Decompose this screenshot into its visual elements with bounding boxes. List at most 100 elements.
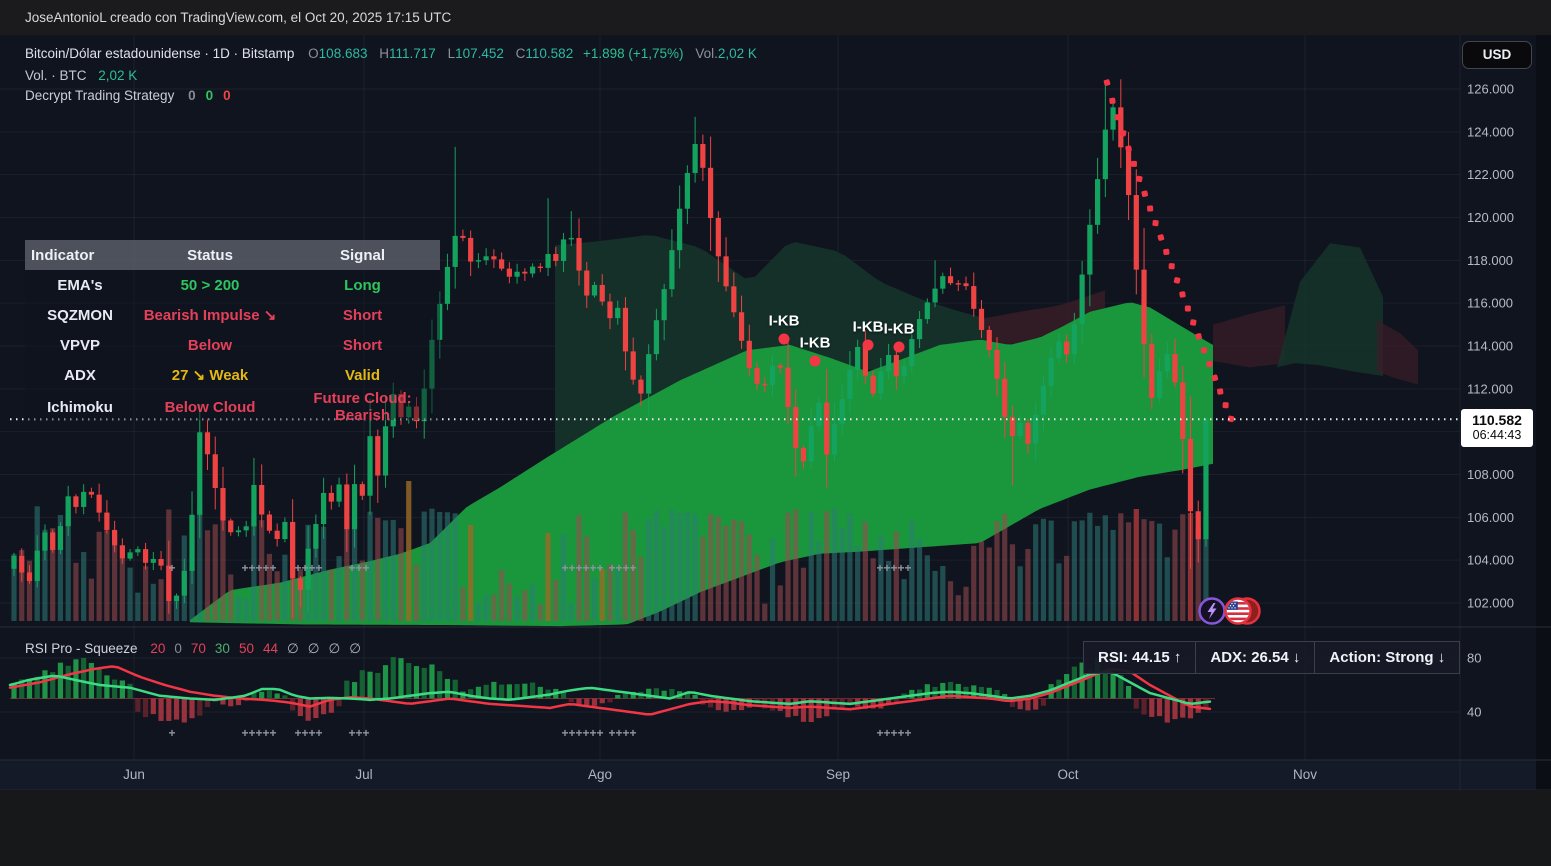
rsi-parameter: ∅ bbox=[349, 641, 362, 656]
svg-text:+: + bbox=[348, 726, 355, 740]
svg-text:+: + bbox=[608, 726, 615, 740]
indicator-table-row: EMA's 50 > 200 Long bbox=[25, 270, 440, 300]
indicator-signal: Short bbox=[342, 306, 383, 324]
us-flag-event-icon[interactable] bbox=[1223, 596, 1265, 626]
svg-text:+: + bbox=[301, 726, 308, 740]
svg-text:+: + bbox=[315, 726, 322, 740]
vol-btc-label: Vol. · BTC bbox=[25, 68, 87, 83]
svg-text:+: + bbox=[608, 561, 615, 575]
svg-text:+: + bbox=[294, 726, 301, 740]
svg-text:+: + bbox=[348, 561, 355, 575]
indicator-table-header: Indicator Status Signal bbox=[25, 240, 440, 270]
indicator-table-row: VPVP Below Short bbox=[25, 330, 440, 360]
rsi-parameter: 70 bbox=[190, 641, 206, 656]
svg-text:+: + bbox=[362, 726, 369, 740]
future-cloud-red bbox=[1213, 305, 1285, 368]
ikb-signal-label: I-KB bbox=[768, 312, 800, 330]
svg-text:+: + bbox=[561, 561, 568, 575]
window-title-bar: JoseAntonioL creado con TradingView.com,… bbox=[0, 0, 1551, 35]
svg-text:+: + bbox=[575, 561, 582, 575]
svg-text:+: + bbox=[355, 561, 362, 575]
svg-text:+: + bbox=[629, 561, 636, 575]
svg-text:122.000: 122.000 bbox=[1467, 167, 1514, 182]
svg-text:+: + bbox=[596, 561, 603, 575]
svg-text:112.000: 112.000 bbox=[1467, 381, 1513, 396]
indicator-name: SQZMON bbox=[47, 306, 113, 324]
strategy-value-2: 0 bbox=[223, 88, 231, 103]
svg-text:+: + bbox=[568, 561, 575, 575]
svg-text:+: + bbox=[883, 726, 890, 740]
svg-text:126.000: 126.000 bbox=[1467, 82, 1514, 97]
main-price-pane bbox=[11, 79, 1418, 627]
strategy-stats-badge: RSI: 44.15 ↑ ADX: 26.54 ↓ Action: Strong ↓ bbox=[1083, 641, 1461, 674]
ikb-signal-label: I-KB bbox=[799, 334, 831, 352]
symbol-title[interactable]: Bitcoin/Dólar estadounidense · 1D · Bits… bbox=[25, 46, 295, 61]
svg-text:+: + bbox=[897, 726, 904, 740]
rsi-stat: RSI: 44.15 ↑ bbox=[1098, 649, 1182, 666]
rsi-pane-legend[interactable]: RSI Pro - Squeeze 20 0 70 30 50 44 ∅ ∅ ∅ ∅ bbox=[25, 641, 379, 657]
svg-text:+: + bbox=[315, 561, 322, 575]
svg-text:+: + bbox=[248, 561, 255, 575]
adx-stat: ADX: 26.54 ↓ bbox=[1195, 642, 1314, 673]
window-title: JoseAntonioL creado con TradingView.com,… bbox=[25, 10, 452, 25]
svg-text:118.000: 118.000 bbox=[1467, 253, 1513, 268]
svg-text:+: + bbox=[622, 726, 629, 740]
chart-event-icons[interactable] bbox=[1197, 596, 1265, 626]
rsi-parameters: 20 0 70 30 50 44 ∅ ∅ ∅ ∅ bbox=[150, 641, 370, 656]
rsi-parameter: 20 bbox=[150, 641, 166, 656]
svg-text:+: + bbox=[876, 726, 883, 740]
rsi-pane-title[interactable]: RSI Pro - Squeeze bbox=[25, 641, 138, 656]
svg-text:+: + bbox=[168, 561, 175, 575]
rsi-parameter: ∅ bbox=[287, 641, 299, 656]
svg-text:+: + bbox=[301, 561, 308, 575]
rsi-pane bbox=[0, 35, 1551, 791]
rsi-parameter: 0 bbox=[174, 641, 182, 656]
indicator-status: 27 ↘ Weak bbox=[171, 367, 249, 384]
indicator-table-row: SQZMON Bearish Impulse ↘ Short bbox=[25, 300, 440, 330]
indicator-table-row: Ichimoku Below Cloud Future Cloud: Bearish bbox=[25, 390, 440, 424]
volume-legend-row[interactable]: Vol. · BTC 2,02 K bbox=[25, 68, 137, 83]
strategy-label: Decrypt Trading Strategy bbox=[25, 88, 175, 103]
rsi-parameter: 30 bbox=[214, 641, 230, 656]
svg-text:+: + bbox=[168, 726, 175, 740]
low-label: L bbox=[447, 46, 456, 61]
volume-value: 2,02 K bbox=[717, 46, 757, 61]
svg-text:+: + bbox=[241, 726, 248, 740]
rsi-parameter: 50 bbox=[238, 641, 254, 656]
action-stat: Action: Strong ↓ bbox=[1314, 642, 1459, 673]
svg-text:+: + bbox=[890, 561, 897, 575]
svg-text:+: + bbox=[883, 561, 890, 575]
indicator-status: Below bbox=[187, 336, 233, 354]
future-cloud-green bbox=[1277, 243, 1383, 376]
ikb-signal-label: I-KB bbox=[883, 320, 915, 338]
indicator-name: Ichimoku bbox=[47, 398, 113, 416]
projection-dotted-line bbox=[1103, 79, 1235, 423]
currency-toggle-button[interactable]: USD bbox=[1462, 41, 1532, 69]
page-footer: TradingView bbox=[0, 790, 1551, 866]
svg-text:+: + bbox=[294, 561, 301, 575]
svg-text:+: + bbox=[622, 561, 629, 575]
svg-text:+: + bbox=[355, 726, 362, 740]
svg-text:+: + bbox=[262, 726, 269, 740]
current-price-value: 110.582 bbox=[1472, 412, 1522, 428]
svg-text:+: + bbox=[255, 561, 262, 575]
volume-label: Vol. bbox=[695, 46, 718, 61]
svg-text:+: + bbox=[269, 561, 276, 575]
price-axis-labels[interactable]: 126.000 124.000 122.000 120.000 118.000 116.0… bbox=[1467, 82, 1514, 720]
time-axis-labels[interactable]: Jun Jul Ago Sep Oct Nov bbox=[123, 767, 1317, 782]
svg-text:Nov: Nov bbox=[1293, 767, 1317, 782]
open-value: 108.683 bbox=[318, 46, 368, 61]
strategy-value-0: 0 bbox=[188, 88, 196, 103]
indicator-status: 50 > 200 bbox=[180, 276, 240, 294]
indicator-signal: Long bbox=[344, 276, 381, 294]
svg-text:+: + bbox=[629, 726, 636, 740]
symbol-legend-row[interactable]: Bitcoin/Dólar estadounidense · 1D · Bits… bbox=[25, 46, 757, 61]
svg-text:+: + bbox=[582, 561, 589, 575]
svg-text:Oct: Oct bbox=[1057, 767, 1078, 782]
rsi-signal-line bbox=[8, 665, 1212, 716]
svg-text:+: + bbox=[575, 726, 582, 740]
svg-text:Sep: Sep bbox=[826, 767, 850, 782]
